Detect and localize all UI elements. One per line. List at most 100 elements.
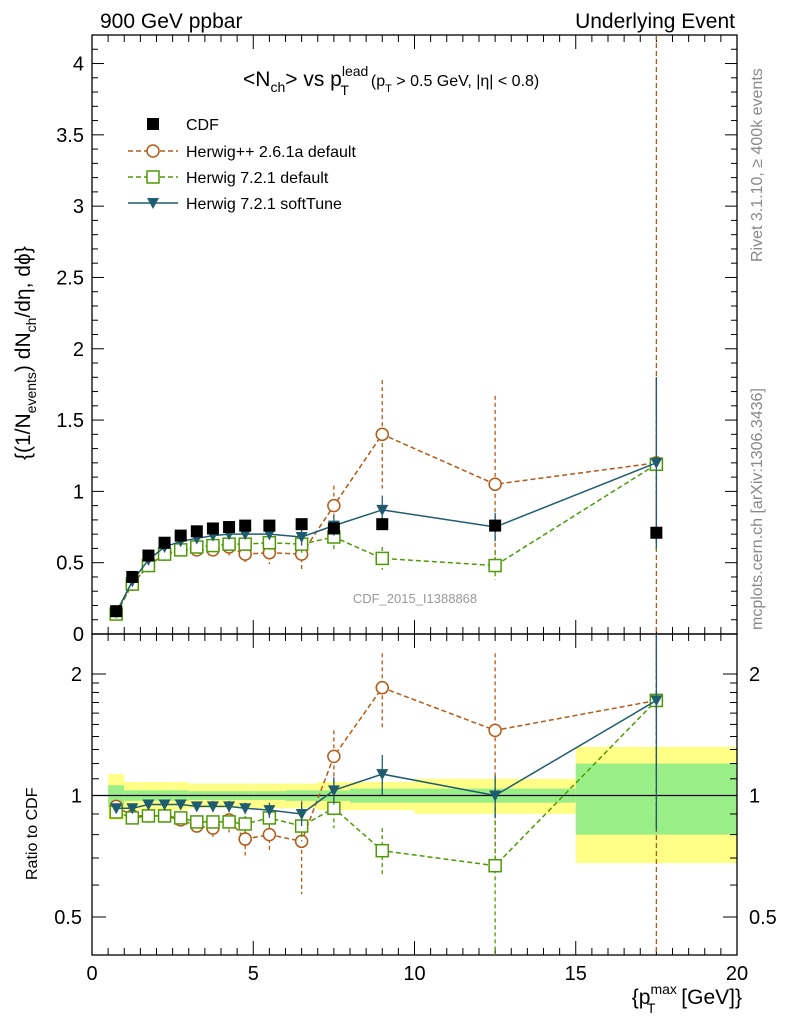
ratio-panel-axes: 0 5 10 15 20 0.5 0.5 1 1 2 2 [54, 633, 777, 985]
ratio-panel-series [109, 634, 664, 955]
ylabel-b: ) dN [12, 332, 35, 372]
data-point [375, 551, 389, 566]
ratio-y-tick-label-left: 2 [71, 664, 82, 686]
main-y-tick-label: 1 [73, 481, 84, 503]
data-point [206, 522, 219, 535]
data-point [375, 843, 389, 858]
legend-label: Herwig 7.2.1 softTune [186, 196, 342, 213]
data-point [650, 526, 663, 539]
data-point [238, 817, 252, 831]
legend-label: CDF [186, 117, 219, 134]
legend-item: Herwig 7.2.1 softTune [128, 196, 342, 213]
series-herwig-7-2-1-softtune [110, 377, 663, 619]
data-point [375, 680, 389, 695]
title-cut-open: (p [371, 73, 385, 90]
xlabel-sup: max [650, 981, 676, 997]
ylabel-c: /dη, dϕ} [12, 246, 35, 317]
data-point [375, 427, 389, 442]
x-tick-label: 5 [248, 963, 259, 985]
x-tick-label: 10 [403, 963, 425, 985]
data-point [262, 827, 277, 842]
series-herwig-7-2-1-softtune [110, 634, 663, 831]
legend-marker [146, 144, 160, 158]
series-herwig-7-2-1-default [109, 378, 664, 621]
data-point [239, 519, 252, 532]
series-herwig-2-6-1a-default [109, 377, 664, 620]
data-point [376, 518, 389, 531]
main-y-tick-label: 0.5 [56, 553, 84, 575]
data-point [223, 801, 236, 813]
ylabel-b-sub: ch [23, 318, 39, 333]
data-point [489, 790, 502, 802]
legend-label: Herwig 7.2.1 default [186, 170, 329, 187]
title-mid-sup: lead [342, 63, 368, 79]
main-panel-axes: 0 0.5 1 1.5 2 2.5 3 3.5 4 [56, 34, 738, 646]
data-point [239, 529, 252, 541]
x-tick-label: 0 [86, 963, 97, 985]
data-point [174, 529, 187, 542]
x-tick-label: 20 [726, 963, 748, 985]
main-y-tick-label: 1.5 [56, 410, 84, 432]
data-point [110, 803, 123, 815]
data-point [488, 858, 502, 873]
ratio-y-axis-label: Ratio to CDF [24, 787, 41, 880]
main-y-tick-label: 0 [73, 624, 84, 646]
data-point [263, 519, 276, 532]
legend-item: Herwig++ 2.6.1a default [128, 144, 356, 161]
header-left: 900 GeV ppbar [100, 10, 242, 33]
data-point [238, 832, 252, 846]
data-point [650, 457, 663, 469]
data-point [142, 799, 155, 811]
data-point [126, 803, 139, 815]
ratio-y-tick-label-right: 1 [749, 786, 760, 808]
data-point [206, 815, 220, 829]
data-point [489, 519, 502, 532]
data-point [174, 799, 187, 811]
data-point [190, 801, 203, 813]
title-cut-sub: T [385, 83, 392, 95]
data-point [295, 808, 308, 820]
data-point [295, 518, 308, 531]
main-panel-series [109, 35, 664, 955]
series-line [115, 433, 657, 613]
data-point [158, 536, 171, 549]
data-point [222, 815, 236, 829]
x-tick-label: 15 [565, 963, 587, 985]
data-point [376, 769, 389, 781]
legend-marker [146, 170, 160, 184]
legend-marker [147, 198, 159, 209]
data-point [488, 477, 502, 491]
data-point [157, 809, 172, 823]
xlabel-open: {p [632, 986, 651, 1009]
main-y-tick-label: 3.5 [56, 125, 84, 147]
title-mid-sub: T [340, 82, 349, 98]
mcplots-reference-label: mcplots.cern.ch [arXiv:1306.3436] [749, 388, 766, 630]
ylabel-a-sub: events [23, 372, 39, 413]
legend: CDF Herwig++ 2.6.1a default Herwig 7.2.1 d… [128, 117, 356, 213]
analysis-watermark: CDF_2015_I1388868 [353, 591, 477, 606]
data-point [142, 549, 155, 562]
data-point [206, 801, 219, 813]
title-cut-close: > 0.5 GeV, |η| < 0.8) [392, 73, 539, 90]
xlabel-close: [GeV]} [675, 986, 742, 1009]
data-point [190, 525, 203, 538]
data-point [650, 695, 663, 707]
data-point [295, 532, 308, 544]
data-point [376, 504, 389, 516]
data-point [126, 570, 139, 583]
legend-marker [147, 118, 159, 130]
legend-label: Herwig++ 2.6.1a default [186, 144, 356, 161]
data-point [327, 785, 340, 797]
xlabel-sub: T [647, 1000, 656, 1016]
data-point [223, 521, 236, 534]
x-axis-label: {pmax T [GeV]} [632, 981, 742, 1016]
series-cdf [110, 518, 663, 618]
data-point [327, 749, 341, 764]
main-y-tick-label: 2.5 [56, 267, 84, 289]
data-point [488, 723, 502, 738]
ratio-y-tick-label-left: 0.5 [54, 907, 82, 929]
data-point [327, 522, 340, 535]
title-lhs-sub: ch [270, 79, 285, 95]
title-mid: > vs p [285, 68, 342, 91]
